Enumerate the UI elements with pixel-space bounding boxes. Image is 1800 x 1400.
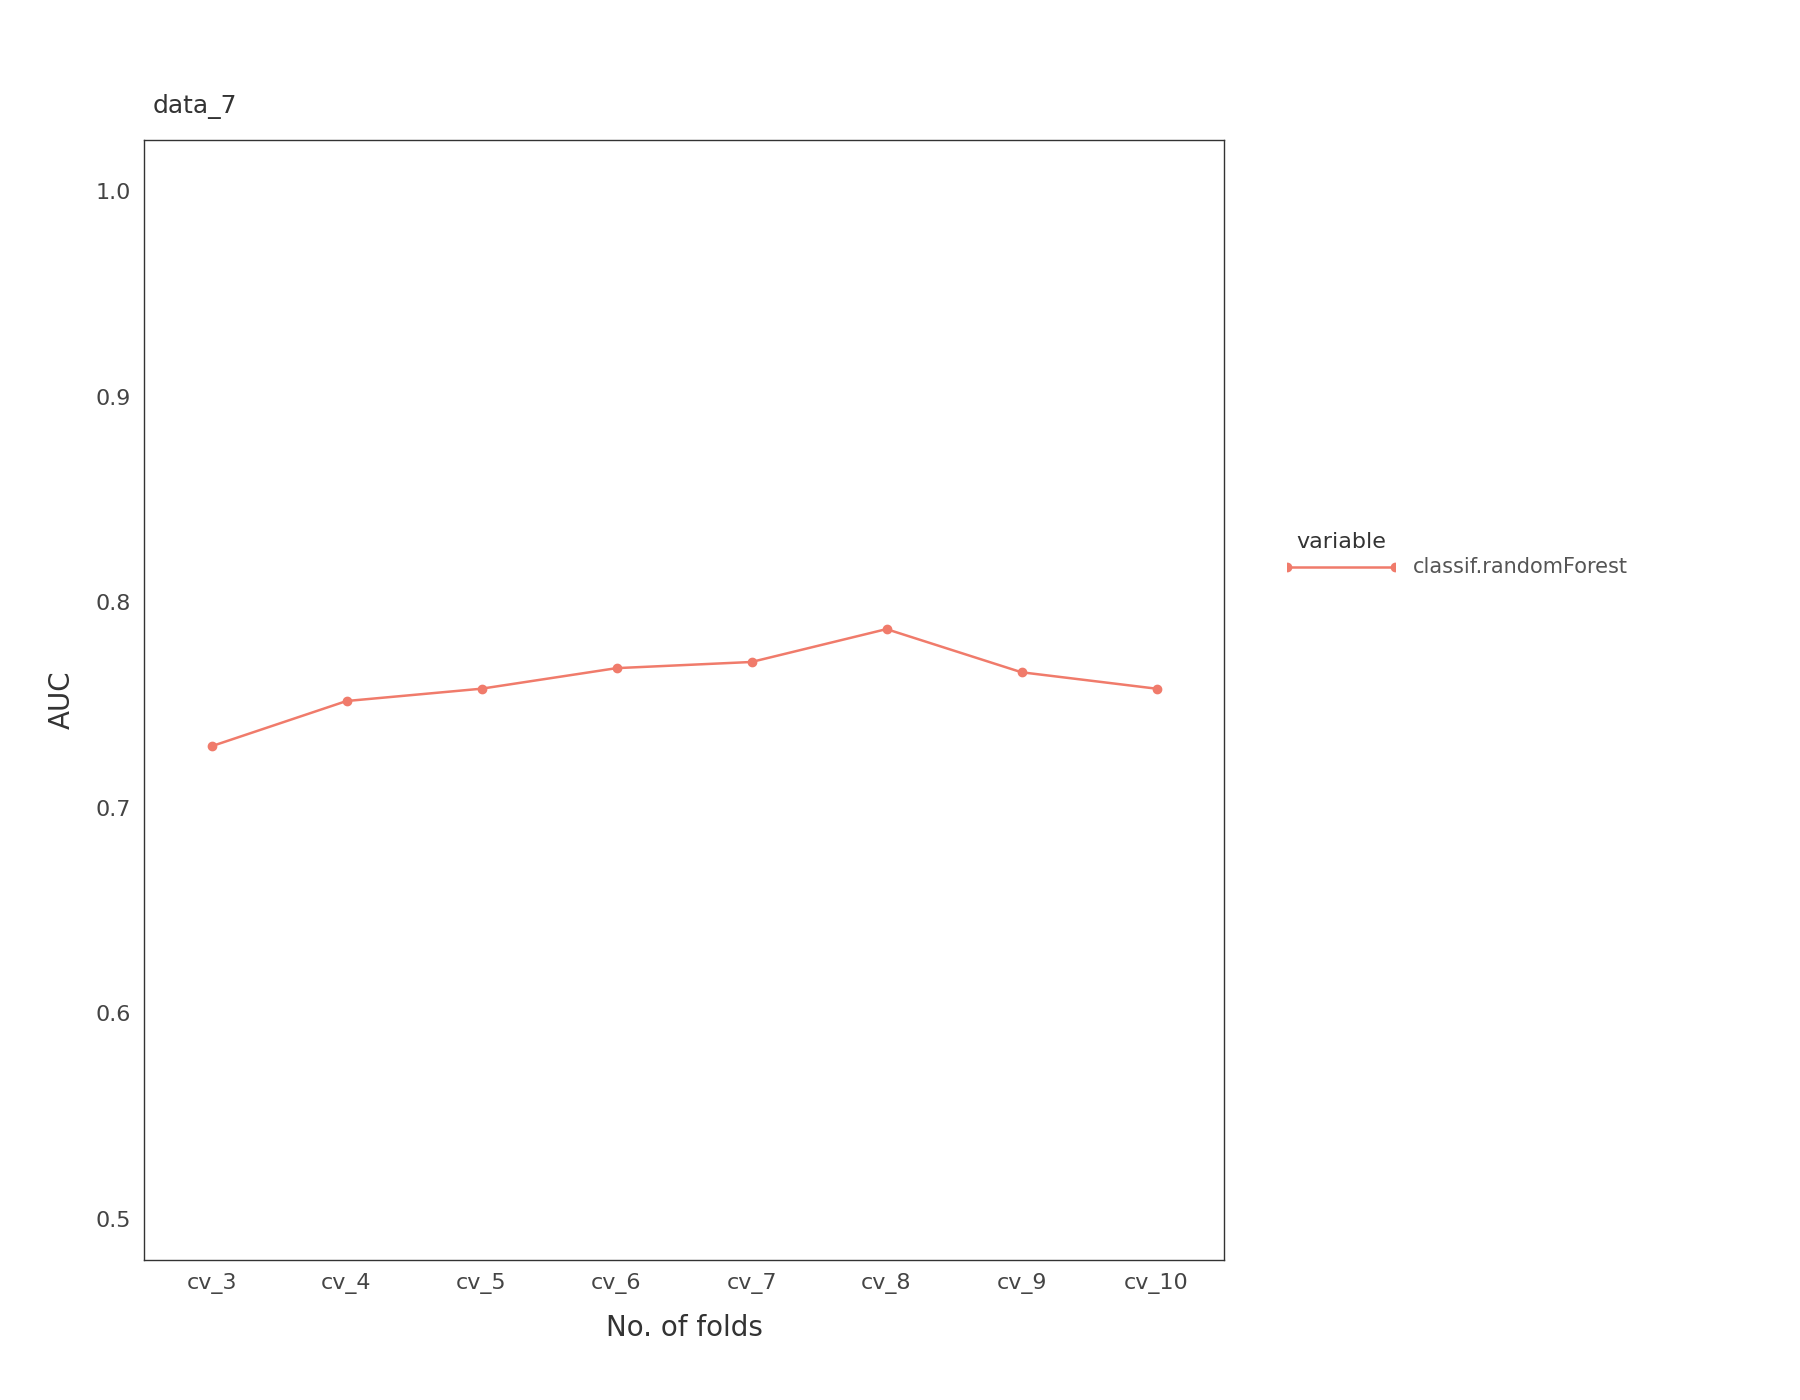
Y-axis label: AUC: AUC [49,671,76,729]
Text: variable: variable [1296,532,1386,552]
classif.randomForest [200,738,223,755]
classif.randomForest [1145,680,1166,697]
Line: classif.randomForest: classif.randomForest [207,624,1161,750]
classif.randomForest [742,654,763,671]
classif.randomForest [875,620,896,637]
Text: data_7: data_7 [153,94,238,119]
X-axis label: No. of folds: No. of folds [605,1313,763,1341]
classif.randomForest [1012,664,1033,680]
classif.randomForest [472,680,493,697]
classif.randomForest [335,693,356,710]
classif.randomForest [605,659,628,676]
Text: classif.randomForest: classif.randomForest [1413,557,1627,577]
